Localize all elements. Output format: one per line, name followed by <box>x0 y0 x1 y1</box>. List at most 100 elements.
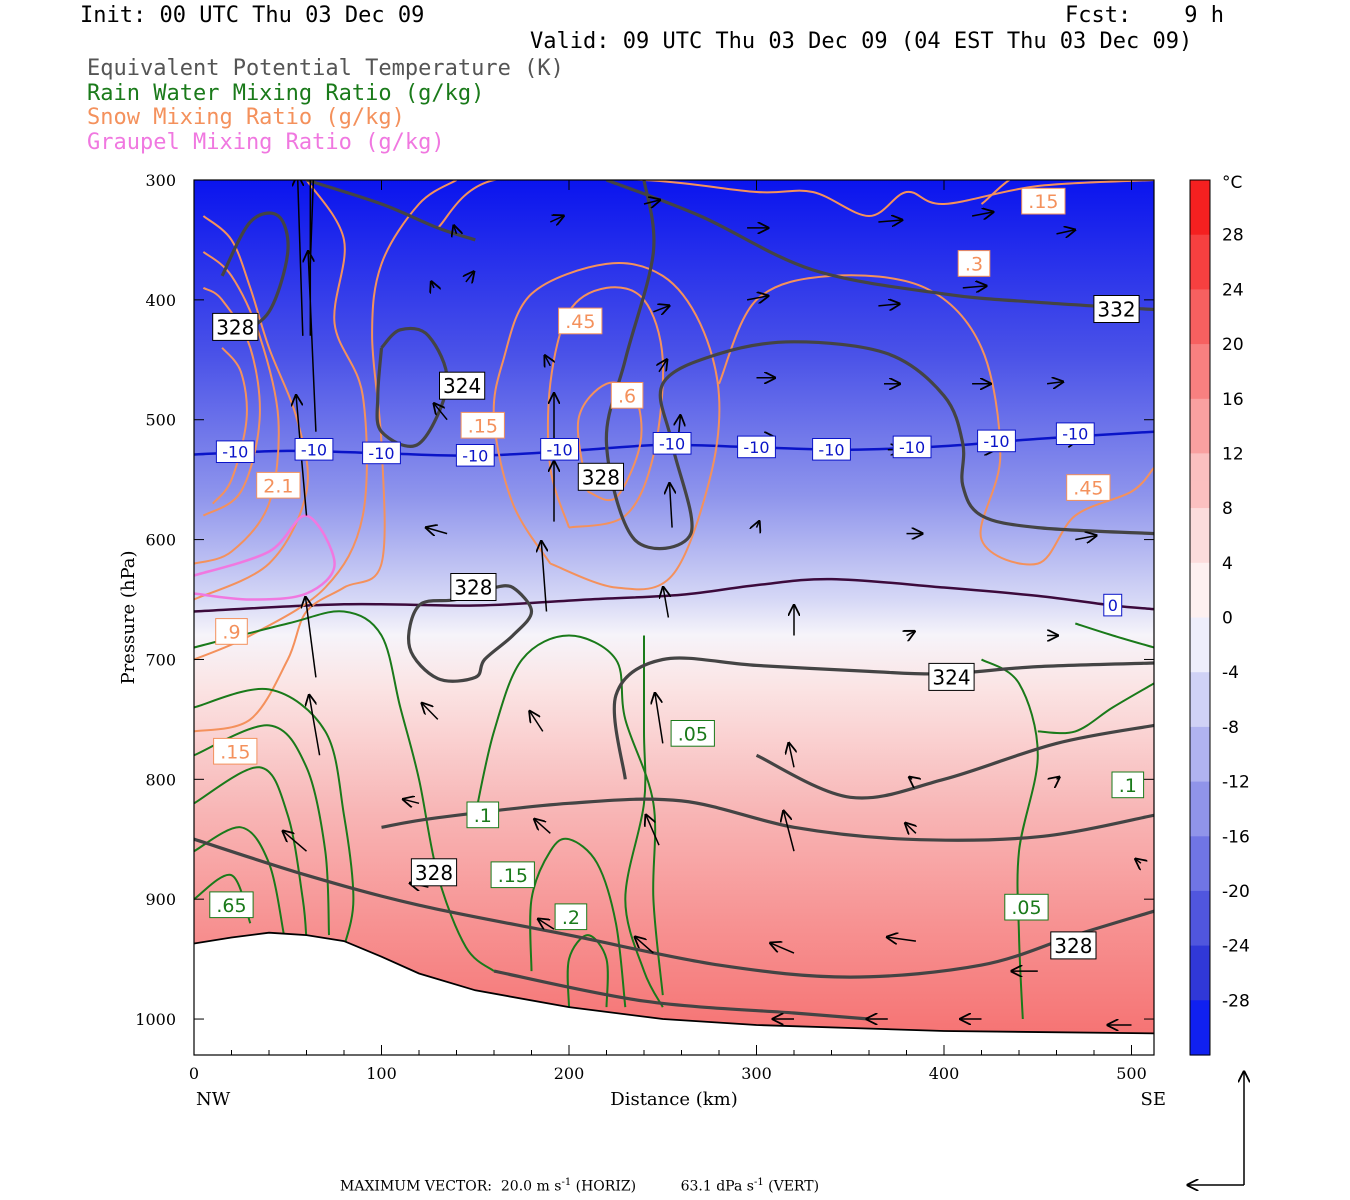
wind-vector <box>306 597 317 678</box>
max-vector-label: MAXIMUM VECTOR: <box>340 1178 492 1195</box>
rain-label-text: .65 <box>216 895 246 917</box>
legend-rain: Rain Water Mixing Ratio (g/kg) <box>87 81 485 106</box>
theta-e-contour-324 <box>612 656 1154 780</box>
plot-frame <box>193 179 1155 1056</box>
temperature-label-box <box>455 444 495 467</box>
rain-label-text: .05 <box>1011 897 1041 919</box>
snow-label-box <box>213 737 258 765</box>
colorbar-cell <box>1190 836 1210 865</box>
wind-vector <box>1047 382 1063 384</box>
rain-contour <box>194 610 495 972</box>
wind-vector <box>910 777 913 779</box>
wind-vector <box>308 252 317 432</box>
wind-vector <box>549 216 563 222</box>
wind-vector <box>962 286 986 288</box>
vert-unit-exp: -1 <box>753 1177 764 1188</box>
temperature-label-box <box>652 432 692 455</box>
snow-label: .15 <box>1021 187 1066 215</box>
wind-vector <box>635 937 654 954</box>
vert-tag: (VERT) <box>768 1178 820 1195</box>
wind-vector <box>1075 536 1096 540</box>
temperature-label-text: 0 <box>1108 596 1118 615</box>
graupel-contour <box>194 514 336 601</box>
theta-e-label-box <box>439 371 486 400</box>
colorbar-tick-label: 8 <box>1222 499 1233 519</box>
temperature-label: -10 <box>812 438 851 461</box>
temperature-label-text: -10 <box>301 440 327 459</box>
x-axis-label: Distance (km) <box>610 1089 737 1110</box>
colorbar-tick-label: 24 <box>1222 280 1244 300</box>
rain-label: .2 <box>554 903 588 931</box>
temperature-label: -10 <box>892 435 932 459</box>
theta-e-label-text: 328 <box>415 861 453 885</box>
rain-label-text: .05 <box>678 723 708 745</box>
wind-vector <box>535 819 551 834</box>
terrain-fill <box>194 932 1154 1055</box>
wind-vector <box>906 823 916 833</box>
temperature-label-text: -10 <box>983 432 1009 451</box>
wind-vector <box>771 943 795 954</box>
colorbar-tick-label: -8 <box>1222 718 1239 738</box>
snow-label-text: .6 <box>618 385 636 407</box>
wind-vector <box>538 919 555 929</box>
wind-vector <box>646 815 660 846</box>
temperature-label-text: -10 <box>368 444 394 463</box>
wind-vector <box>431 282 434 288</box>
rain-label: .15 <box>490 861 535 889</box>
y-tick-label: 500 <box>145 411 176 430</box>
x-tick-label: 500 <box>1116 1064 1147 1083</box>
colorbar-cell <box>1190 890 1210 919</box>
snow-label: .45 <box>558 307 603 335</box>
colorbar-cell <box>1190 562 1210 591</box>
theta-e-contour-328 <box>220 211 290 338</box>
colorbar-cell <box>1190 590 1210 619</box>
colorbar-cell <box>1190 480 1210 509</box>
y-tick-label: 1000 <box>135 1010 176 1029</box>
wind-vector <box>907 632 915 636</box>
temperature-label: -10 <box>215 440 255 463</box>
wind-vector <box>426 528 448 534</box>
colorbar-cell <box>1190 1027 1210 1056</box>
y-tick-label: 300 <box>145 171 176 190</box>
wind-vector <box>653 306 669 312</box>
snow-label-text: .45 <box>1073 478 1103 500</box>
wind-vector <box>1136 859 1141 863</box>
legend-theta-e: Equivalent Potential Temperature (K) <box>87 56 564 81</box>
wind-vector <box>789 743 794 768</box>
colorbar-cell <box>1190 371 1210 400</box>
rain-label-box <box>1111 771 1145 799</box>
temperature-label-text: -10 <box>818 440 844 459</box>
horiz-value: 20.0 <box>500 1178 533 1195</box>
wind-vector <box>309 180 315 264</box>
rain-contour <box>194 766 308 942</box>
wind-vector <box>298 180 303 336</box>
snow-label-text: .15 <box>1028 191 1058 213</box>
colorbar-cell <box>1190 262 1210 290</box>
wind-vector <box>670 484 673 528</box>
theta-e-contour-328 <box>755 723 1154 800</box>
colorbar-cell <box>1190 726 1210 755</box>
snow-label-box <box>1066 474 1111 501</box>
wind-vector <box>757 522 760 528</box>
rain-contour <box>529 837 627 1008</box>
legend-snow: Snow Mixing Ratio (g/kg) <box>87 105 405 130</box>
rain-label-box <box>1004 893 1049 921</box>
wind-vector <box>466 272 474 282</box>
wind-vector <box>545 356 550 366</box>
snow-contour <box>212 347 248 505</box>
colorbar-tick-label: -16 <box>1222 827 1250 847</box>
temperature-label: -10 <box>362 441 401 465</box>
rain-label: .1 <box>1111 771 1145 799</box>
x-tick-label: 100 <box>366 1064 397 1083</box>
rain-label-box <box>554 903 588 931</box>
temperature-label-text: -10 <box>1062 425 1088 444</box>
temperature-label: -10 <box>737 435 776 459</box>
wind-vector <box>971 212 993 216</box>
wind-vector <box>422 703 439 720</box>
snow-label: .15 <box>213 737 258 765</box>
snow-label: 2.1 <box>256 471 301 499</box>
x-tick-label: 300 <box>741 1064 772 1083</box>
colorbar-cell <box>1190 672 1210 701</box>
colorbar-tick-label: 20 <box>1222 335 1244 355</box>
rain-contour <box>194 687 355 948</box>
